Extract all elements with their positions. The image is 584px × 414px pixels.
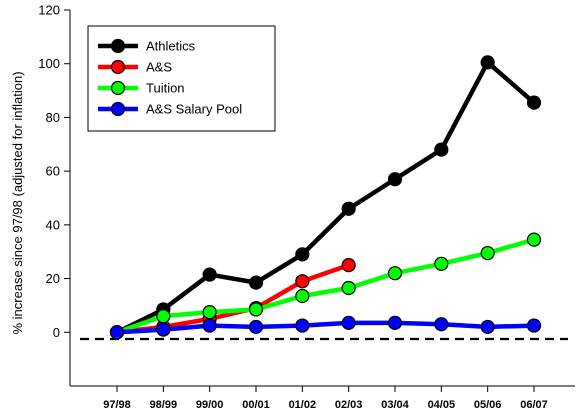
y-tick-label: 20 — [46, 271, 60, 286]
legend-marker — [110, 59, 126, 75]
data-point — [480, 245, 495, 261]
series-tuition — [109, 232, 542, 340]
data-point — [202, 318, 217, 333]
legend-label: Athletics — [146, 39, 196, 54]
legend-marker — [110, 80, 126, 96]
data-point — [341, 201, 356, 216]
series-line — [116, 60, 536, 335]
y-tick-label: 40 — [46, 217, 60, 232]
legend-label: A&S Salary Pool — [146, 102, 242, 117]
legend-item: A&S — [98, 60, 172, 75]
axes — [69, 10, 575, 387]
x-tick-label: 97/98 — [103, 399, 131, 411]
data-point — [526, 95, 542, 110]
data-point — [248, 302, 264, 317]
x-tick-label: 98/99 — [150, 399, 178, 411]
x-tick-label: 03/04 — [381, 399, 409, 411]
series-a-s-salary-pool — [109, 315, 542, 340]
data-point — [341, 315, 356, 330]
legend-item: Athletics — [98, 39, 196, 54]
data-point — [295, 318, 310, 333]
legend-marker — [110, 38, 126, 54]
legend-label: A&S — [146, 60, 172, 75]
legend-marker — [110, 101, 126, 117]
y-tick-label: 0 — [53, 325, 60, 340]
data-point — [202, 267, 217, 282]
data-point — [109, 325, 125, 340]
legend-item: Tuition — [98, 81, 185, 96]
data-point — [202, 305, 217, 320]
data-point — [434, 142, 449, 157]
legend: Athletics A&S Tuition A&S Salary Pool — [87, 25, 276, 132]
data-point — [156, 309, 171, 324]
series-line — [116, 320, 535, 335]
data-point — [295, 247, 310, 262]
data-point — [526, 318, 542, 333]
data-point — [526, 232, 542, 247]
data-point — [387, 266, 403, 281]
data-point — [341, 280, 356, 296]
data-point — [480, 319, 495, 335]
data-point — [248, 319, 264, 335]
y-tick-label: 120 — [38, 3, 60, 18]
data-point — [434, 317, 449, 332]
x-tick-label: 00/01 — [242, 399, 270, 411]
data-point — [341, 258, 356, 273]
x-tick-label: 99/00 — [196, 399, 224, 411]
y-tick-label: 60 — [46, 164, 60, 179]
data-point — [387, 315, 403, 330]
x-tick-label: 06/07 — [520, 399, 548, 411]
x-tick-label: 02/03 — [335, 399, 363, 411]
x-axis-ticks: 97/98 98/99 99/00 00/01 01/02 02/03 03/04 04/05… — [103, 386, 548, 411]
data-point — [387, 172, 403, 187]
series-line — [116, 237, 535, 335]
y-tick-label: 100 — [38, 56, 60, 71]
data-point — [156, 322, 171, 337]
legend-item: A&S Salary Pool — [98, 102, 242, 117]
data-point — [248, 275, 264, 290]
y-tick-label: 80 — [46, 110, 60, 125]
x-tick-label: 05/06 — [474, 399, 502, 411]
y-axis-ticks: 0 20 40 60 80 100 120 — [38, 3, 70, 340]
x-tick-label: 01/02 — [289, 399, 317, 411]
data-point — [295, 288, 310, 304]
data-point — [295, 274, 310, 289]
x-tick-label: 04/05 — [428, 399, 456, 411]
data-point — [434, 256, 449, 271]
y-axis-title: % increase since 97/98 (adjusted for inf… — [10, 71, 25, 334]
data-point — [480, 55, 495, 70]
series-group — [109, 55, 542, 340]
legend-label: Tuition — [146, 81, 185, 96]
